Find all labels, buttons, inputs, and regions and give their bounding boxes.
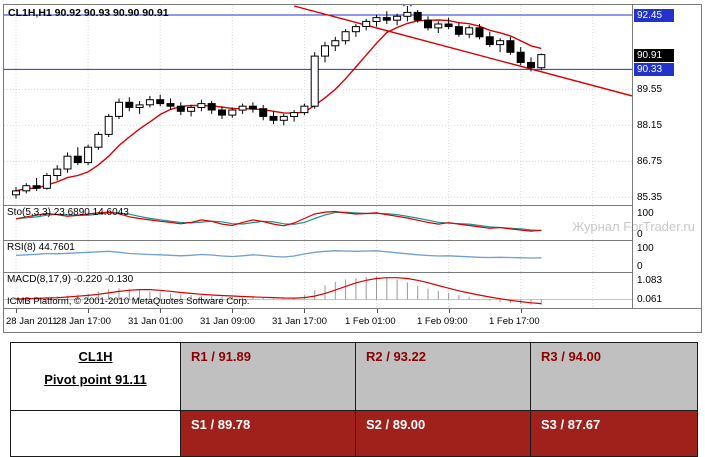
time-axis-label: 28 Jan 2011 — [6, 316, 58, 327]
time-tick — [160, 309, 161, 313]
pivot-r2-cell: R2 / 93.22 — [356, 343, 531, 411]
time-axis-label: 1 Feb 17:00 — [489, 316, 540, 327]
price-axis-label: 100 — [637, 243, 654, 254]
price-axis-label: 90.33 — [634, 63, 674, 77]
rsi-label: RSI(8) 44.7601 — [7, 242, 75, 253]
price-axis[interactable]: 92.45 90.91 90.33 89.55 88.15 86.75 85.35 100 0 1… — [633, 5, 701, 308]
pivot-s1-cell: S1 / 89.78 — [181, 411, 356, 456]
macd-pane[interactable] — [4, 272, 632, 308]
pivot-table: CL1H Pivot point 91.11 R1 / 91.89 R2 / 9… — [10, 342, 698, 457]
pivot-r3-cell: R3 / 94.00 — [531, 343, 697, 411]
stochastic-pane[interactable] — [4, 205, 632, 240]
time-tick — [377, 309, 378, 313]
platform-copyright: ICMB Platform, © 2001-2010 MetaQuotes So… — [7, 296, 250, 307]
price-axis-label: 85.35 — [637, 192, 663, 204]
price-axis-label: 88.15 — [637, 120, 663, 132]
rsi-pane[interactable] — [4, 240, 632, 272]
price-axis-label: 0 — [637, 229, 643, 240]
pivot-empty-cell — [11, 411, 181, 456]
time-tick — [521, 309, 522, 313]
time-axis-label: 31 Jan 09:00 — [200, 316, 255, 327]
pivot-r1-cell: R1 / 91.89 — [181, 343, 356, 411]
price-axis-label: 1.083 — [637, 275, 663, 286]
time-axis-label: 28 Jan 17:00 — [56, 316, 111, 327]
time-tick — [88, 309, 89, 313]
time-tick — [232, 309, 233, 313]
price-axis-label: 92.45 — [634, 9, 674, 22]
pivot-s2-cell: S2 / 89.00 — [356, 411, 531, 456]
price-axis-label: 0 — [637, 261, 643, 272]
time-axis-label: 1 Feb 09:00 — [417, 316, 468, 327]
price-axis-label: 90.91 — [634, 48, 674, 62]
price-axis-label: 100 — [637, 208, 654, 219]
price-pane[interactable] — [4, 5, 632, 205]
symbol-ohlc-label: CL1H,H1 90.92 90.93 90.90 90.91 — [8, 7, 169, 19]
time-tick — [449, 309, 450, 313]
time-axis-label: 31 Jan 01:00 — [128, 316, 183, 327]
pivot-symbol-cell: CL1H Pivot point 91.11 — [11, 343, 181, 411]
time-tick — [16, 309, 17, 313]
time-tick — [304, 309, 305, 313]
time-axis[interactable]: 28 Jan 2011 28 Jan 17:00 31 Jan 01:00 31 Ja… — [4, 308, 701, 332]
time-axis-label: 1 Feb 01:00 — [345, 316, 396, 327]
macd-label: MACD(8,17,9) -0.220 -0.130 — [7, 274, 134, 285]
chart-window: CL1H,H1 90.92 90.93 90.90 90.91 Sto(5,3,… — [3, 4, 702, 333]
price-axis-label: 0.061 — [637, 293, 663, 305]
price-axis-label: 89.55 — [637, 84, 663, 96]
price-axis-label: 86.75 — [637, 156, 663, 168]
time-axis-label: 31 Jan 17:00 — [272, 316, 327, 327]
axis-separator — [632, 5, 633, 308]
pivot-symbol: CL1H — [78, 349, 113, 364]
stochastic-label: Sto(5,3,3) 23.6890 14.6043 — [7, 207, 129, 218]
pivot-point-label: Pivot point 91.11 — [44, 372, 147, 387]
pivot-s3-cell: S3 / 87.67 — [531, 411, 697, 456]
watermark: Журнал ForTrader.ru — [572, 219, 695, 234]
